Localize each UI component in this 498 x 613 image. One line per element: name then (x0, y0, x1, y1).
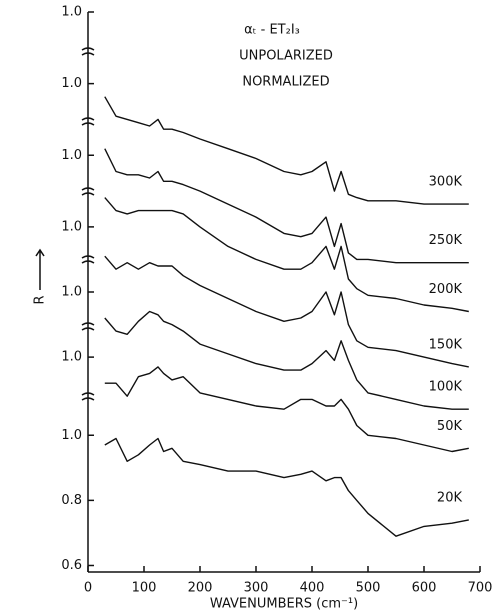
annotation: NORMALIZED (242, 75, 329, 90)
x-tick-label: 600 (412, 581, 437, 596)
annotation: UNPOLARIZED (239, 49, 333, 64)
y-tick-label: 1.0 (61, 428, 82, 443)
x-tick-label: 400 (300, 581, 325, 596)
curve (104, 437, 469, 537)
series-label: 150K (429, 337, 463, 352)
series-label: 100K (429, 380, 463, 395)
y-axis-label: R (33, 295, 48, 304)
series-label: 50K (437, 419, 463, 434)
y-arrow (35, 248, 45, 290)
x-axis-label: WAVENUMBERS (cm⁻¹) (210, 597, 358, 612)
x-tick-label: 700 (468, 581, 493, 596)
series-label: 200K (429, 282, 463, 297)
y-tick-label: 1.0 (61, 285, 82, 300)
x-tick-label: 0 (84, 581, 92, 596)
y-tick-label: 1.0 (61, 76, 82, 91)
y-tick-label: 0.8 (61, 493, 82, 508)
curve (104, 148, 469, 264)
curve (104, 197, 469, 313)
curve (104, 96, 469, 205)
curve (104, 366, 469, 453)
curve (104, 310, 469, 410)
x-tick-label: 300 (244, 581, 269, 596)
x-tick-label: 100 (132, 581, 157, 596)
y-tick-label: 1.0 (61, 148, 82, 163)
series-label: 250K (429, 233, 463, 248)
series-label: 20K (437, 490, 463, 505)
y-tick-label: 0.6 (61, 558, 82, 573)
curve (104, 255, 469, 368)
y-tick-label: 1.0 (61, 5, 82, 20)
x-tick-label: 500 (356, 581, 381, 596)
x-tick-label: 200 (188, 581, 213, 596)
y-tick-label: 1.0 (61, 219, 82, 234)
annotation: αₜ - ET₂I₃ (244, 23, 300, 38)
series-label: 300K (429, 175, 463, 190)
y-tick-label: 1.0 (61, 350, 82, 365)
